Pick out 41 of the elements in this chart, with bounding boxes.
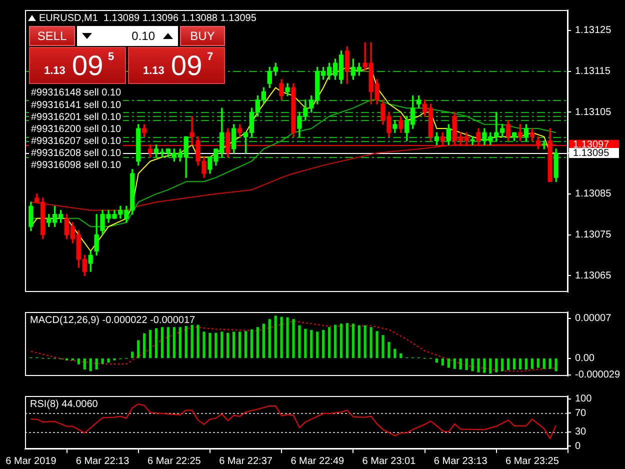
annotation: 09: [72, 50, 104, 82]
x-tick-label: 6 Mar 22:49: [290, 456, 344, 467]
x-tick-label: 6 Mar 2019: [6, 456, 57, 467]
y-tick-label: 0.00007: [575, 313, 612, 324]
annotation: 1.13: [143, 65, 164, 77]
ref-line-label: #99316200 sell 0.10: [31, 124, 122, 135]
chart-title: MACD(12,26,9) -0.000022 -0.000017: [30, 314, 196, 326]
y-tick-label: 1.13115: [575, 66, 611, 78]
chart-title: EURUSD,M1 1.13089 1.13096 1.13088 1.13095: [39, 12, 257, 24]
x-tick-label: 6 Mar 23:01: [362, 456, 416, 467]
buy-button: BUY: [180, 26, 225, 46]
ref-line-label: 1.13095: [573, 148, 610, 159]
ref-line-label: #99316098 sell 0.10: [31, 160, 122, 171]
x-tick-label: 6 Mar 22:37: [219, 456, 273, 467]
x-tick-label: 6 Mar 22:13: [76, 456, 130, 467]
y-tick-label: 100: [575, 394, 592, 405]
y-tick-label: -0.000029: [575, 370, 620, 381]
annotation: 1.13: [44, 65, 66, 77]
y-tick-label: 1.13105: [575, 106, 612, 118]
annotation: 5: [108, 51, 114, 63]
ref-line-label: #99316201 sell 0.10: [31, 112, 122, 123]
ref-line-label: #99316141 sell 0.10: [31, 100, 122, 111]
y-tick-label: 70: [575, 408, 587, 419]
y-tick-label: 1.13065: [575, 270, 612, 282]
ref-line-label: #99316208 sell 0.10: [31, 148, 122, 159]
y-tick-label: 1.13075: [575, 230, 612, 241]
y-tick-label: 0: [575, 440, 581, 452]
y-tick-label: 0.00: [575, 353, 595, 364]
x-tick-label: 6 Mar 22:25: [147, 456, 202, 467]
y-tick-label: 30: [575, 426, 587, 438]
ref-line-label: #99316148 sell 0.10: [31, 88, 122, 99]
y-tick-label: 1.13125: [575, 25, 612, 36]
annotation: 09: [171, 50, 202, 82]
lot-size-field: 0.10: [97, 26, 158, 46]
y-tick-label: 1.13085: [575, 188, 612, 200]
chart-title: RSI(8) 44.0060: [30, 398, 98, 410]
x-tick-label: 6 Mar 23:13: [434, 456, 488, 467]
annotation: 7: [207, 51, 214, 63]
sell-button: SELL: [29, 26, 75, 46]
x-tick-label: 6 Mar 23:25: [506, 456, 560, 467]
ref-line-label: #99316207 sell 0.10: [31, 136, 122, 147]
